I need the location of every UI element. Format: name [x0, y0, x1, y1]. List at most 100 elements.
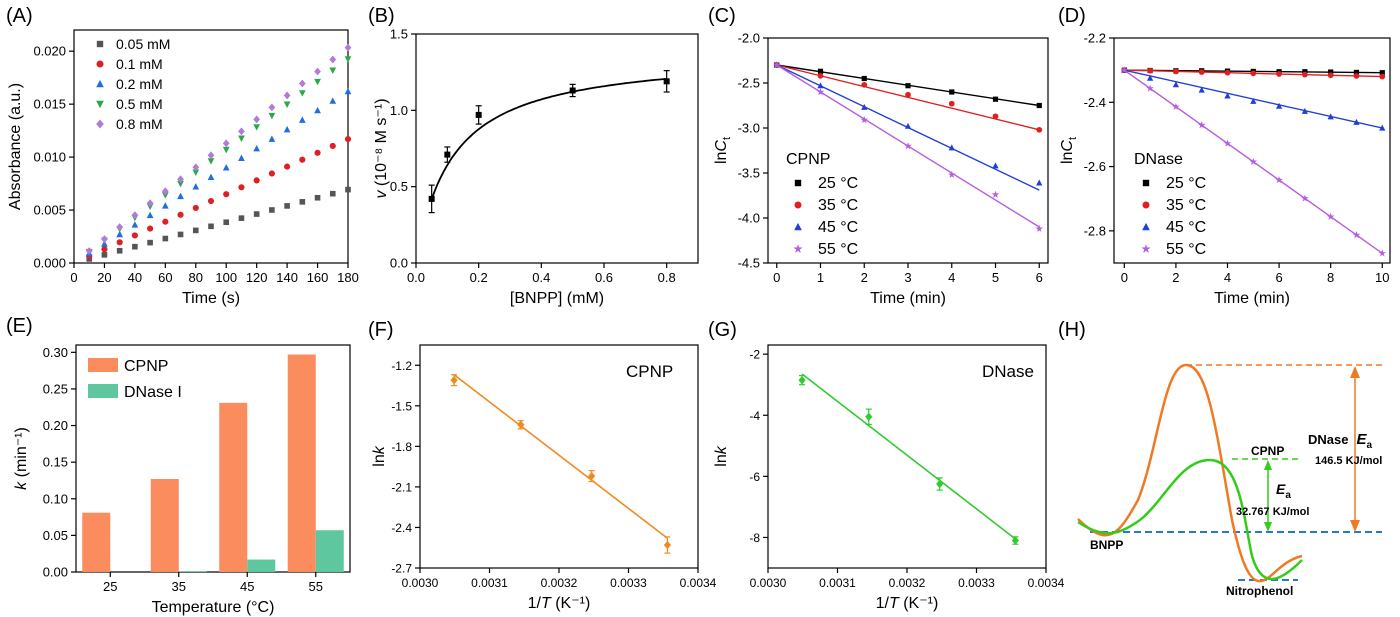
bar-CPNP-25	[82, 512, 111, 572]
data-point	[936, 479, 944, 489]
bar-CPNP-45	[219, 402, 248, 572]
x-tick-label: 35	[172, 579, 186, 594]
panel-label-b: (B)	[368, 5, 395, 27]
y-tick-label: -2	[749, 348, 760, 362]
data-point	[344, 43, 352, 52]
x-tick-label: 40	[128, 270, 142, 285]
data-point	[861, 75, 867, 82]
data-point	[588, 471, 596, 481]
y-axis-label-part: C	[713, 140, 730, 152]
data-point	[1198, 86, 1205, 93]
x-axis-label: 1/T (K⁻¹)	[876, 595, 939, 612]
y-axis-label-part: Absorbance (a.u.)	[7, 83, 24, 210]
x-tick-label: 120	[246, 270, 268, 285]
data-point	[1353, 69, 1360, 75]
data-point	[177, 180, 184, 188]
legend-marker	[1142, 179, 1150, 187]
panel-label-g: (G)	[708, 319, 737, 341]
plot-area-g: 0.0030 0.0031 0.0032 0.0033 0.0034 -8 -6 -4 -2 1/…	[713, 344, 1065, 612]
y-tick-label: -2.7	[391, 562, 412, 576]
y-axis-label: lnk	[371, 445, 388, 466]
x-tick-label: 55	[309, 579, 323, 594]
data-point	[1172, 81, 1180, 88]
legend-entry: 0.5 mM	[116, 96, 163, 112]
legend-title: DNase	[1134, 151, 1183, 168]
data-point	[314, 149, 321, 156]
y-tick-label: -1.8	[391, 440, 412, 454]
x-tick-label: 8	[1327, 270, 1334, 285]
x-tick-label: 0.8	[658, 270, 676, 285]
data-point	[949, 89, 955, 95]
y-tick-label: 0.015	[33, 97, 66, 112]
data-point	[238, 184, 245, 191]
y-tick-label: -2.4	[1084, 95, 1106, 110]
data-point	[222, 164, 230, 171]
legend-entry: DNase I	[124, 384, 182, 401]
y-axis-label: lnCt	[713, 137, 733, 164]
data-point	[314, 194, 321, 201]
data-point	[1035, 224, 1043, 232]
data-point	[101, 246, 108, 253]
data-point	[1250, 70, 1257, 77]
y-axis-label-part: t	[721, 137, 733, 140]
x-tick-label: 3	[904, 270, 911, 285]
data-point	[161, 187, 169, 196]
x-tick-label: 0.2	[470, 270, 488, 285]
series-0.8-mM	[85, 43, 352, 255]
y-axis-label: k (min⁻¹)	[13, 427, 30, 490]
data-point	[298, 90, 306, 97]
data-point	[1275, 176, 1283, 184]
x-tick-label: 25	[103, 579, 117, 594]
data-point	[1379, 124, 1386, 131]
y-tick-label: -3.5	[738, 166, 760, 181]
x-tick-label: 0	[773, 270, 780, 285]
data-point	[268, 103, 276, 112]
y-tick-label: 1.0	[390, 103, 408, 118]
data-point	[1275, 102, 1283, 109]
panel-a: (A) 0 20 40 60 80 100 120 140 160 180 0.000 0.005 0.…	[6, 5, 359, 307]
data-point	[345, 186, 351, 193]
data-point	[1036, 102, 1042, 109]
data-point	[131, 211, 139, 220]
data-point	[1250, 97, 1257, 104]
data-point	[1379, 73, 1386, 80]
y-tick-label: 0.0	[390, 256, 408, 271]
legend-entry: 45 °C	[818, 219, 858, 236]
data-point	[207, 173, 215, 181]
data-point	[222, 139, 230, 148]
data-point	[192, 163, 200, 172]
cpnp-ea-value: 32.767 KJ/mol	[1236, 506, 1309, 518]
y-tick-label: 0.15	[43, 455, 68, 470]
series-0.1-mM	[86, 136, 352, 260]
x-tick-label: 10	[1375, 270, 1389, 285]
data-point	[1173, 68, 1179, 75]
x-axis-label: 1/T (K⁻¹)	[528, 595, 591, 612]
x-tick-label: 0.0033	[610, 576, 647, 590]
legend-entry: 55 °C	[1166, 241, 1206, 258]
bar-CPNP-35	[150, 479, 179, 572]
legend-entry: 0.2 mM	[116, 76, 163, 92]
y-axis-label-part: (10⁻⁸ M s⁻¹)	[373, 98, 390, 190]
cpnp-label: CPNP	[1251, 444, 1284, 458]
series-0.2-mM	[85, 87, 352, 257]
x-axis-label-part: 1/	[528, 595, 542, 612]
data-point	[253, 115, 261, 124]
data-point	[192, 169, 200, 176]
data-point	[268, 112, 276, 120]
data-point	[1172, 102, 1180, 110]
x-tick-label: 0.0031	[471, 576, 508, 590]
y-tick-label: -3.0	[738, 121, 760, 136]
data-point	[269, 207, 275, 213]
data-point	[147, 225, 154, 232]
panel-label-d: (D)	[1058, 5, 1086, 27]
bar-DNase-I-35	[178, 571, 207, 572]
x-tick-label: 0.0033	[958, 576, 995, 590]
data-point	[222, 146, 230, 154]
data-point	[992, 162, 999, 169]
data-point	[1328, 69, 1334, 75]
data-point	[314, 67, 321, 76]
x-axis-label-part: (K⁻¹)	[551, 595, 591, 612]
x-tick-label: 80	[189, 270, 203, 285]
data-point	[798, 375, 806, 385]
bar-DNase-I-55	[315, 530, 344, 572]
